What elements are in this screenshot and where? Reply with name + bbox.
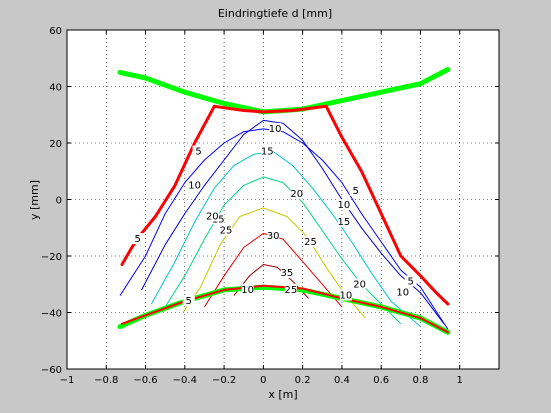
contour-label-bg [206, 210, 219, 222]
x-axis: −1 −0.8 −0.6 −0.4 −0.2 0 0.2 0.4 0.6 0.8 1 [60, 30, 463, 386]
contour-label-bg [192, 145, 205, 157]
boundary-lower-red [121, 284, 449, 334]
y-tick-label: 0 [56, 196, 62, 207]
contour-label: 5 [186, 296, 192, 307]
x-tick-label: 0.8 [413, 375, 429, 386]
contour-label: 15 [261, 146, 274, 157]
boundary-left-red [120, 104, 216, 266]
contour-label-bg [396, 286, 409, 298]
contour-label: 20 [206, 211, 219, 222]
y-axis-label: y [mm] [28, 180, 41, 220]
contour-label-bg [188, 179, 201, 191]
contour-label-bg [267, 230, 280, 242]
x-tick-label: 0 [260, 375, 266, 386]
contour-label-bg [349, 185, 362, 197]
contour-line-5 [119, 128, 449, 330]
contour-label-bg [182, 295, 195, 307]
contour-label-bg [353, 278, 366, 290]
contour-label: 10 [339, 291, 352, 302]
contour-label: 15 [338, 217, 351, 228]
x-tick-label: 0.4 [334, 375, 350, 386]
contour-label: 25 [284, 285, 297, 296]
contour-label: 35 [281, 268, 294, 279]
y-tick-label: 20 [49, 139, 62, 150]
contour-label: 10 [396, 288, 409, 299]
contour-label-bg [404, 275, 417, 287]
y-tick-label: −40 [41, 309, 62, 320]
contour-label: 5 [195, 146, 201, 157]
contour-label-bg [337, 216, 350, 228]
contour-label: 20 [353, 279, 366, 290]
contour-label-bg [280, 266, 293, 278]
y-axis: 60 40 20 0 −20 −40 −60 [41, 26, 499, 376]
contour-label: 10 [338, 200, 351, 211]
x-tick-label: 1 [457, 375, 463, 386]
contour-label-bg [290, 187, 303, 199]
y-tick-label: 40 [49, 83, 62, 94]
contour-label-bg [304, 235, 317, 247]
contour-label-bg [337, 199, 350, 211]
x-tick-label: −0.2 [212, 375, 236, 386]
contour-label: 25 [220, 226, 233, 237]
contour-label-bg [220, 224, 233, 236]
x-tick-label: 0.6 [373, 375, 389, 386]
y-tick-label: −20 [41, 252, 62, 263]
boundary-right-red [324, 104, 450, 306]
contour-label: 30 [267, 231, 280, 242]
contour-label-bg [241, 283, 254, 295]
y-tick-label: 60 [49, 26, 62, 37]
contour-line-15 [150, 151, 421, 327]
contour-label: 5 [135, 234, 141, 245]
contour-label: 5 [407, 276, 413, 287]
contour-label: 5 [352, 186, 358, 197]
contour-label-bg [261, 145, 274, 157]
contour-label-bg [269, 122, 282, 134]
boundary-upper-red-arc [212, 104, 328, 114]
contour-labels: 551055101010151515202020252530351025105 [131, 122, 417, 307]
contour-line-10 [141, 119, 445, 325]
contour-label-bg [339, 289, 352, 301]
x-tick-label: −1 [60, 375, 75, 386]
contour-label-bg [284, 283, 297, 295]
boundary-lines [117, 67, 451, 335]
chart-title: Eindringtiefe d [mm] [218, 7, 332, 20]
contour-label-bg [131, 233, 144, 245]
contour-label: 25 [304, 237, 317, 248]
contour-label: 20 [290, 189, 303, 200]
contour-label: 10 [188, 180, 201, 191]
y-tick-label: −60 [41, 365, 62, 376]
x-tick-label: 0.2 [295, 375, 311, 386]
contour-label: 10 [241, 285, 254, 296]
contour-label: 10 [269, 124, 282, 135]
contour-line-25 [182, 207, 366, 319]
x-tick-label: −0.6 [133, 375, 157, 386]
x-axis-label: x [m] [268, 388, 297, 401]
x-tick-label: −0.4 [173, 375, 197, 386]
x-tick-label: −0.8 [94, 375, 118, 386]
grid [67, 30, 499, 369]
